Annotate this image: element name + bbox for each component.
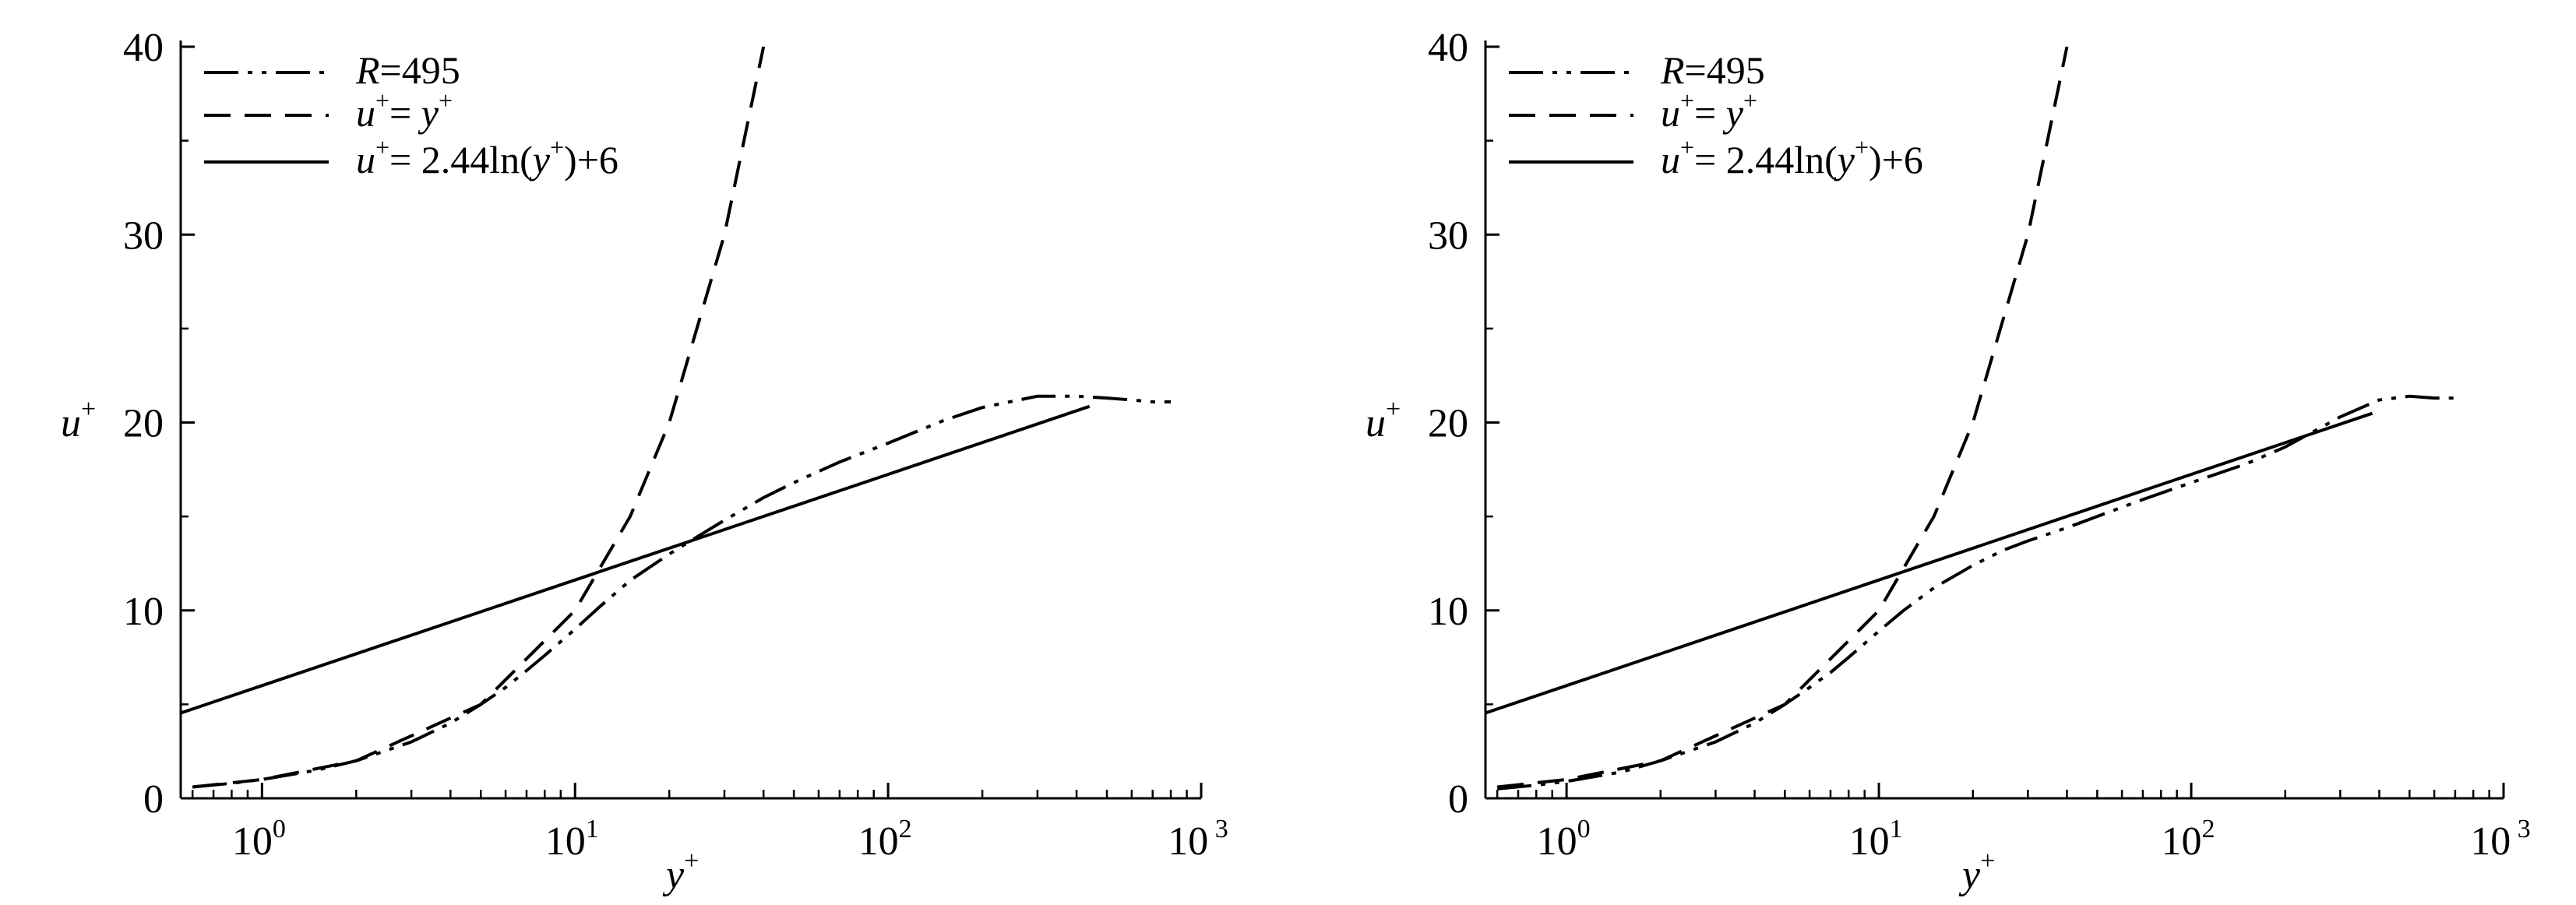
x-tick-label: 101 xyxy=(545,815,599,864)
legend-label-3: u+= 2.44ln(y+)+6 xyxy=(1661,133,1923,181)
series-line-1 xyxy=(192,394,1172,789)
series-line-3 xyxy=(181,404,1091,715)
series-group xyxy=(1485,46,2455,791)
y-tick-label: 10 xyxy=(1428,590,1468,634)
series-group xyxy=(181,46,1172,789)
y-tick-label: 40 xyxy=(123,26,164,70)
legend-label-1: R=495 xyxy=(355,48,460,92)
legend-label-1: R=495 xyxy=(1660,48,1765,92)
series-line-2 xyxy=(192,46,766,789)
x-tick-label: 100 xyxy=(1537,815,1591,864)
series-line-2 xyxy=(1496,46,2069,789)
series-line-1 xyxy=(1497,394,2455,791)
y-tick-label: 20 xyxy=(1428,402,1468,446)
series-line-3 xyxy=(1485,411,2373,715)
y-tick-label: 0 xyxy=(143,777,164,822)
y-axis-title: u+ xyxy=(1366,395,1401,445)
x-tick-label: 10 3 xyxy=(1168,815,1228,864)
legend-label-2: u+= y+ xyxy=(1661,86,1757,135)
y-tick-label: 10 xyxy=(123,590,164,634)
x-tick-label: 102 xyxy=(2162,815,2215,864)
y-axis-title: u+ xyxy=(61,395,96,445)
x-axis-title: y+ xyxy=(1958,847,1995,897)
axes: 0 10 20 30 40 100 101 102 10 3 xyxy=(123,26,1228,864)
x-tick-label: 10 3 xyxy=(2470,815,2531,864)
legend-label-2: u+= y+ xyxy=(356,86,453,135)
y-tick-label: 30 xyxy=(1428,213,1468,258)
x-tick-label: 100 xyxy=(232,815,286,864)
x-axis-title: y+ xyxy=(662,847,699,897)
y-tick-label: 0 xyxy=(1448,777,1468,822)
legend-label-3: u+= 2.44ln(y+)+6 xyxy=(356,133,618,181)
y-tick-label: 20 xyxy=(123,402,164,446)
x-tick-label: 102 xyxy=(858,815,912,864)
x-tick-label: 101 xyxy=(1849,815,1903,864)
y-tick-label: 30 xyxy=(123,213,164,258)
y-tick-label: 40 xyxy=(1428,26,1468,70)
axes: 0 10 20 30 40 100 101 102 10 3 xyxy=(1428,26,2531,864)
